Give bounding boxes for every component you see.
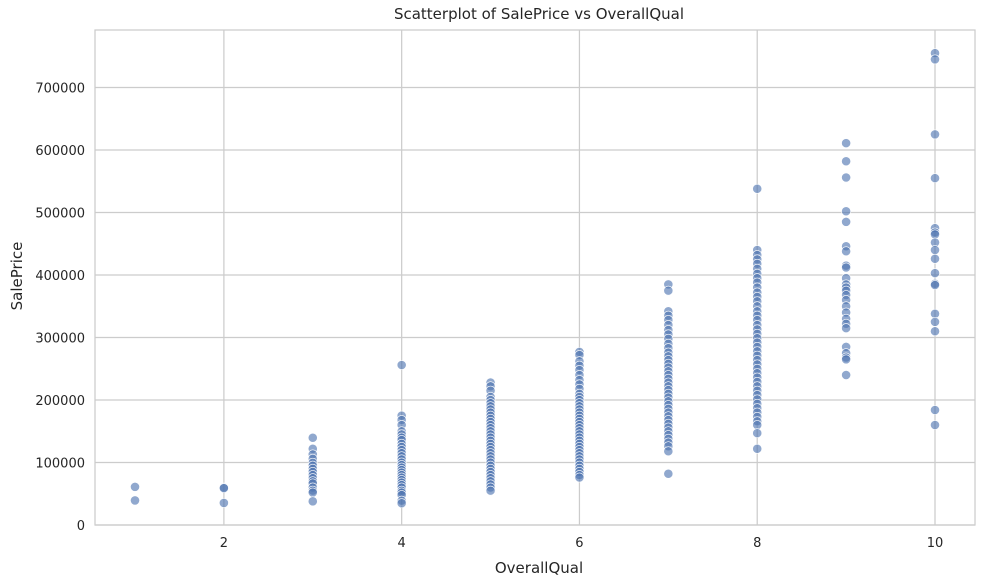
data-point [841,172,852,183]
y-axis-label: SalePrice [8,242,26,311]
data-point [307,432,318,443]
data-point [930,405,940,415]
y-tick-label-2: 200000 [35,394,85,409]
y-tick-label-4: 400000 [35,269,85,284]
data-point [663,446,674,457]
data-point [307,496,318,507]
data-point [930,245,940,255]
y-tick-label-1: 100000 [35,457,85,472]
y-tick-labels: 0 100000 200000 300000 400000 500000 600000 700… [35,82,85,535]
data-point [396,498,407,509]
data-point [930,308,940,319]
data-point [663,468,674,479]
x-tick-label-4: 10 [927,536,944,551]
data-point [841,156,852,167]
x-tick-label-0: 2 [220,536,228,551]
data-point [663,285,674,296]
data-point [841,246,852,257]
data-point [218,483,229,494]
x-tick-label-1: 4 [398,536,406,551]
data-point [485,485,496,496]
y-tick-label-3: 300000 [35,332,85,347]
data-point [396,360,407,370]
x-axis-label: OverallQual [495,559,583,577]
data-point [841,138,852,149]
data-point [930,326,940,337]
x-tick-labels: 2 4 6 8 10 [220,536,944,551]
y-tick-label-5: 500000 [35,207,85,222]
data-point [130,495,140,506]
chart-title: Scatterplot of SalePrice vs OverallQual [394,5,684,23]
data-point [752,183,763,194]
data-point [930,253,940,264]
data-point [752,443,763,454]
data-point [841,206,852,217]
y-tick-label-0: 0 [77,519,85,534]
y-tick-label-6: 600000 [35,144,85,159]
data-point [930,54,940,65]
data-point [930,173,940,184]
plot-frame [94,29,976,526]
data-point [841,262,852,273]
x-tick-label-3: 8 [753,536,761,551]
grid [95,30,975,526]
data-point [841,323,852,334]
data-point [218,498,229,508]
data-point [752,420,763,430]
data-point [752,428,763,439]
data-point [841,370,852,380]
x-tick-label-2: 6 [575,536,583,551]
data-point [930,420,940,430]
data-point [574,472,585,483]
y-tick-label-7: 700000 [35,82,85,97]
data-point [930,129,940,140]
data-point [930,316,940,327]
data-point [930,268,940,279]
data-point [841,216,852,227]
data-point [841,354,852,365]
data-point [930,229,940,240]
data-point [930,280,940,290]
data-point [130,481,140,492]
data-point [307,487,318,498]
data-points [130,48,940,509]
